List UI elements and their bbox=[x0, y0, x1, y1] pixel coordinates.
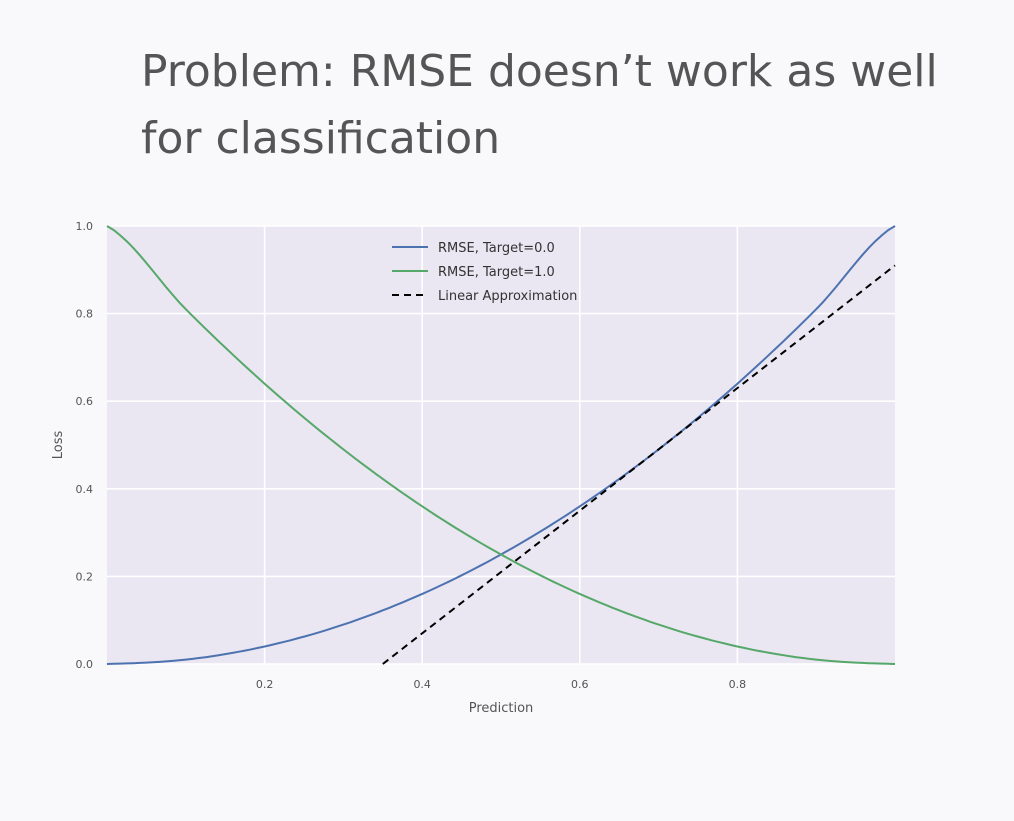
plot-area bbox=[107, 226, 895, 664]
y-tick-label: 0.0 bbox=[76, 658, 94, 671]
legend-entry: RMSE, Target=0.0 bbox=[438, 241, 555, 256]
tick-labels: 0.2 0.4 0.6 0.8 0.0 0.2 0.4 0.6 0.8 1.0 bbox=[76, 220, 747, 691]
legend-entry: Linear Approximation bbox=[438, 289, 577, 304]
x-axis-label: Prediction bbox=[469, 701, 534, 716]
x-tick-label: 0.2 bbox=[256, 678, 274, 691]
y-tick-label: 1.0 bbox=[76, 220, 94, 233]
series-lines bbox=[106, 225, 896, 665]
gridlines bbox=[107, 225, 895, 665]
legend: RMSE, Target=0.0 RMSE, Target=1.0 Linear A… bbox=[392, 241, 577, 304]
x-tick-label: 0.4 bbox=[413, 678, 431, 691]
y-tick-label: 0.6 bbox=[76, 395, 94, 408]
series-line bbox=[106, 225, 896, 665]
y-tick-label: 0.4 bbox=[76, 483, 94, 496]
y-tick-label: 0.8 bbox=[76, 308, 94, 321]
slide-title: Problem: RMSE doesn’t work as well for c… bbox=[141, 46, 938, 164]
y-tick-label: 0.2 bbox=[76, 570, 94, 583]
y-axis-label: Loss bbox=[51, 431, 66, 460]
legend-entry: RMSE, Target=1.0 bbox=[438, 265, 555, 280]
x-tick-label: 0.6 bbox=[571, 678, 589, 691]
x-tick-label: 0.8 bbox=[729, 678, 747, 691]
series-line bbox=[382, 264, 896, 665]
